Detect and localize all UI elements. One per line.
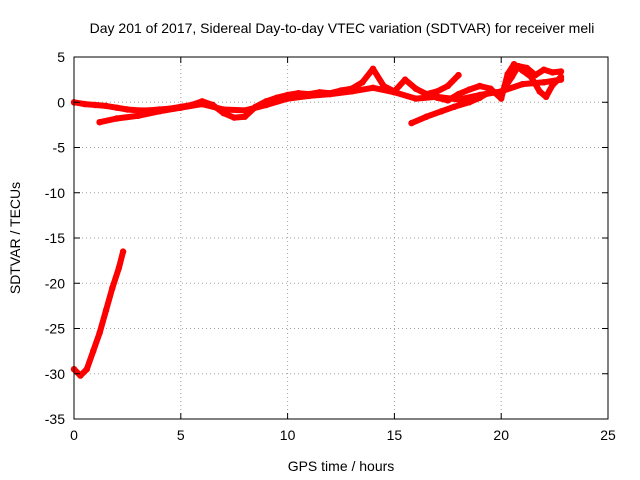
data-point xyxy=(433,94,441,101)
x-tick-label: 0 xyxy=(70,427,78,443)
data-point xyxy=(540,66,548,73)
data-point xyxy=(542,93,550,101)
y-axis-title: SDTVAR / TECUs xyxy=(7,182,23,294)
data-point xyxy=(102,102,110,110)
data-point xyxy=(90,347,97,355)
data-point xyxy=(124,106,131,113)
data-point xyxy=(220,106,227,113)
data-point xyxy=(498,95,505,102)
data-point xyxy=(433,88,441,95)
y-tick-label: -15 xyxy=(45,230,65,246)
data-point xyxy=(156,108,163,115)
grid-lines xyxy=(74,57,608,419)
data-point xyxy=(423,113,430,120)
data-point xyxy=(134,107,142,114)
data-point xyxy=(466,86,473,93)
data-point xyxy=(119,248,127,255)
data-point xyxy=(519,80,526,88)
data-point xyxy=(113,104,120,111)
data-point xyxy=(527,73,535,81)
data-point xyxy=(109,284,116,291)
data-point xyxy=(540,79,548,86)
x-tick-label: 5 xyxy=(177,427,185,443)
y-tick-label: -25 xyxy=(45,321,65,337)
data-point xyxy=(444,97,451,104)
data-point xyxy=(466,99,473,106)
series-group xyxy=(433,60,565,104)
data-point xyxy=(115,264,123,272)
data-point xyxy=(369,65,377,73)
data-point xyxy=(557,73,565,81)
data-point xyxy=(327,90,334,98)
data-point xyxy=(455,71,462,79)
y-tick-label: -20 xyxy=(45,275,65,291)
series-trace xyxy=(71,248,127,379)
y-tick-label: -5 xyxy=(53,140,66,156)
x-tick-label: 15 xyxy=(387,427,403,443)
data-point xyxy=(412,95,419,102)
y-tick-label: 5 xyxy=(57,49,65,65)
data-point xyxy=(96,329,103,337)
data-point xyxy=(231,114,238,121)
x-tick-label: 20 xyxy=(493,427,509,443)
data-point xyxy=(476,82,483,90)
data-point xyxy=(199,100,206,108)
data-point xyxy=(504,71,511,78)
data-point xyxy=(510,60,518,68)
x-tick-label: 10 xyxy=(280,427,296,443)
data-point xyxy=(241,107,249,114)
y-tick-label: -35 xyxy=(45,411,65,427)
data-point xyxy=(549,69,556,76)
data-point xyxy=(438,108,445,115)
data-point xyxy=(348,88,355,95)
series-group xyxy=(96,76,565,126)
data-point xyxy=(134,112,142,120)
data-point xyxy=(412,85,419,92)
x-axis-title: GPS time / hours xyxy=(288,458,395,474)
y-tick-label: 0 xyxy=(57,94,65,110)
data-point xyxy=(284,95,291,102)
x-tick-label: 25 xyxy=(600,427,616,443)
data-point xyxy=(359,79,366,86)
data-point xyxy=(83,366,91,373)
axis-ticks: 0 5 10 15 20 25 5 0 -5 -10 -15 -20 -25 -30 -35 xyxy=(45,49,616,443)
data-point xyxy=(455,90,462,98)
y-tick-label: -30 xyxy=(45,366,65,382)
data-point xyxy=(519,67,526,74)
data-point xyxy=(305,92,313,100)
data-series xyxy=(70,60,565,379)
data-point xyxy=(487,85,494,92)
data-point xyxy=(177,104,184,111)
series-group xyxy=(70,248,127,379)
y-tick-label: -10 xyxy=(45,185,65,201)
data-point xyxy=(557,68,565,75)
data-point xyxy=(241,113,249,120)
data-point xyxy=(113,115,120,122)
data-point xyxy=(451,103,458,111)
data-point xyxy=(263,101,270,109)
data-point xyxy=(369,84,377,92)
data-point xyxy=(536,88,543,95)
chart-title: Day 201 of 2017, Sidereal Day-to-day VTE… xyxy=(90,20,595,36)
data-point xyxy=(96,119,103,126)
data-point xyxy=(444,82,451,90)
data-point xyxy=(81,100,88,108)
data-point xyxy=(391,89,398,96)
data-point xyxy=(102,307,110,314)
data-point xyxy=(401,76,409,83)
data-point xyxy=(92,101,99,109)
data-point xyxy=(476,94,483,101)
data-point xyxy=(549,81,556,89)
data-point xyxy=(408,119,415,127)
